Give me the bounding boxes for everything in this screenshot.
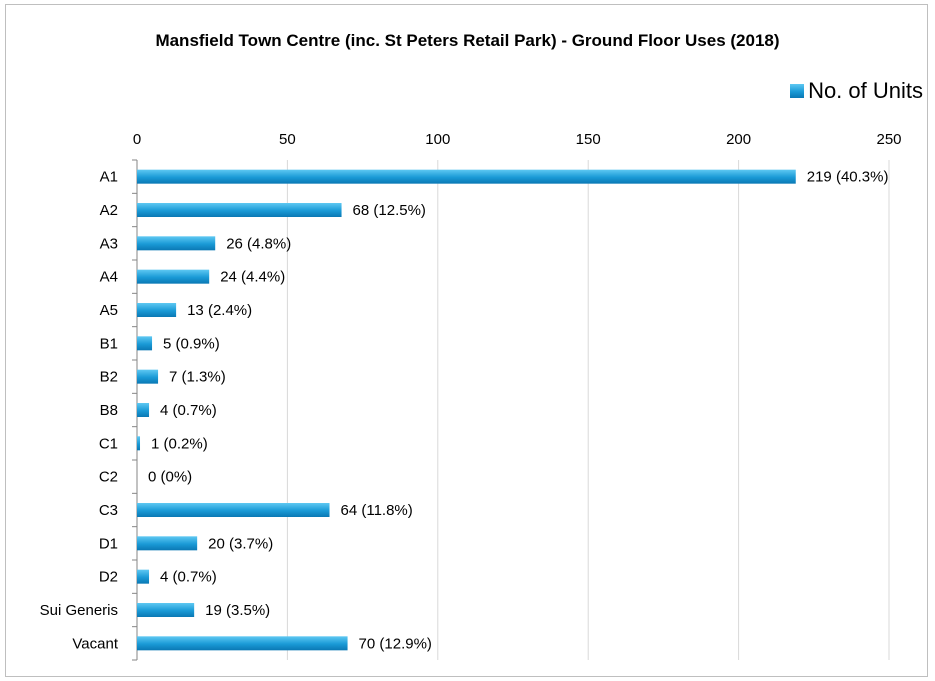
data-label: 64 (11.8%) [341,502,413,519]
category-label: Sui Generis [40,602,118,619]
bar [137,203,342,217]
category-label: A5 [100,302,118,319]
bar [137,336,153,351]
bar [137,436,141,451]
category-label: A3 [100,235,118,252]
data-label: 20 (3.7%) [208,535,273,552]
legend-label: No. of Units [808,78,923,103]
category-label: D2 [99,569,118,586]
data-label: 24 (4.4%) [220,269,285,286]
category-label: A1 [100,169,118,186]
bar [137,169,796,184]
x-tick-label: 200 [726,131,751,148]
bar [137,536,198,551]
data-label: 0 (0%) [148,469,192,486]
chart-frame [5,4,928,677]
bar [137,636,348,651]
bar [137,303,177,317]
bar [137,403,150,417]
x-tick-label: 50 [279,131,296,148]
legend-swatch [790,84,805,98]
x-tick-label: 0 [133,131,141,148]
category-label: C2 [99,469,118,486]
data-label: 219 (40.3%) [807,169,889,186]
data-label: 4 (0.7%) [160,402,217,419]
data-label: 7 (1.3%) [169,369,226,386]
data-label: 4 (0.7%) [160,569,217,586]
category-label: B8 [100,402,118,419]
data-label: 1 (0.2%) [151,435,208,452]
category-label: C1 [99,435,118,452]
chart-legend: No. of Units [790,78,923,104]
data-label: 5 (0.9%) [163,335,220,352]
category-label: Vacant [72,635,118,652]
chart-title: Mansfield Town Centre (inc. St Peters Re… [155,31,780,50]
data-label: 68 (12.5%) [353,202,426,219]
bar [137,236,216,251]
category-label: A2 [100,202,118,219]
x-tick-label: 100 [425,131,450,148]
bar [137,503,330,517]
data-label: 26 (4.8%) [226,235,291,252]
category-label: D1 [99,535,118,552]
category-label: B2 [100,369,118,386]
category-label: C3 [99,502,118,519]
bar [137,569,150,584]
category-label: B1 [100,335,118,352]
data-label: 13 (2.4%) [187,302,252,319]
bar [137,269,210,284]
bar [137,369,159,384]
category-label: A4 [100,269,118,286]
data-label: 70 (12.9%) [359,635,432,652]
bar [137,603,195,617]
x-tick-label: 250 [876,131,901,148]
x-tick-label: 150 [576,131,601,148]
data-label: 19 (3.5%) [205,602,270,619]
